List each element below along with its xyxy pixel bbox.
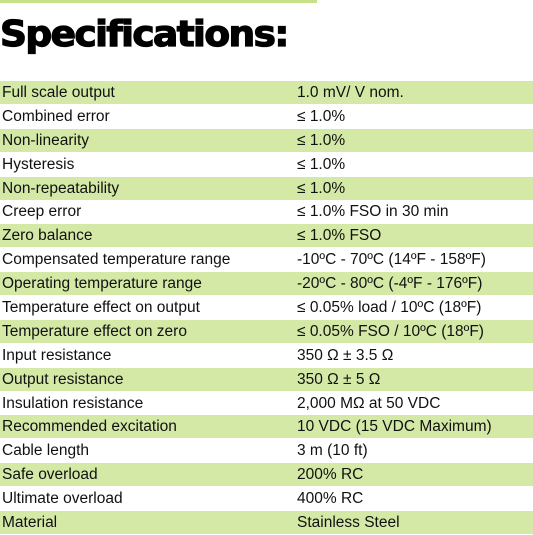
spec-value: 200% RC <box>297 466 364 484</box>
spec-value: 350 Ω ± 3.5 Ω <box>297 346 394 364</box>
spec-name: Hysteresis <box>2 155 75 173</box>
spec-value: -10ºC - 70ºC (14ºF - 158ºF) <box>297 251 486 269</box>
spec-value: ≤ 1.0% <box>297 131 346 149</box>
spec-value: 10 VDC (15 VDC Maximum) <box>297 418 492 436</box>
spec-name: Non-linearity <box>2 131 90 149</box>
spec-name: Compensated temperature range <box>2 251 231 269</box>
spec-value: ≤ 1.0% <box>297 155 346 173</box>
page-title: Specifications: <box>0 13 290 55</box>
spec-value: ≤ 1.0% <box>297 107 346 125</box>
spec-value: -20ºC - 80ºC (-4ºF - 176ºF) <box>297 275 483 293</box>
spec-value: ≤ 1.0% FSO <box>297 227 382 245</box>
spec-row: Full scale output 1.0 mV/ V nom. <box>0 81 533 104</box>
spec-name: Operating temperature range <box>2 275 202 293</box>
spec-value: ≤ 0.05% load / 10ºC (18ºF) <box>297 299 482 317</box>
spec-name: Recommended excitation <box>2 418 177 436</box>
spec-row: Insulation resistance 2,000 MΩ at 50 VDC <box>0 391 533 415</box>
spec-name: Creep error <box>2 203 82 221</box>
spec-row: Temperature effect on output ≤ 0.05% load… <box>0 296 533 320</box>
spec-value: 400% RC <box>297 490 364 508</box>
spec-row: Output resistance 350 Ω ± 5 Ω <box>0 367 533 391</box>
spec-value: 1.0 mV/ V nom. <box>297 84 404 101</box>
spec-value: ≤ 1.0% <box>297 179 346 197</box>
spec-name: Ultimate overload <box>2 490 123 508</box>
spec-row: Hysteresis ≤ 1.0% <box>0 152 533 176</box>
spec-row: Cable length 3 m (10 ft) <box>0 439 533 463</box>
spec-row: Compensated temperature range -10ºC - 70º… <box>0 248 533 272</box>
spec-name: Safe overload <box>2 466 98 484</box>
spec-row: Material Stainless Steel <box>0 511 533 535</box>
title-divider <box>0 0 317 3</box>
spec-row: Ultimate overload 400% RC <box>0 487 533 511</box>
spec-name: Material <box>2 514 58 532</box>
spec-value: Stainless Steel <box>297 514 400 532</box>
spec-value: 2,000 MΩ at 50 VDC <box>297 394 441 412</box>
spec-row: Creep error ≤ 1.0% FSO in 30 min <box>0 200 533 224</box>
spec-row: Zero balance ≤ 1.0% FSO <box>0 224 533 248</box>
spec-name: Input resistance <box>2 346 112 364</box>
spec-name: Full scale output <box>2 84 115 101</box>
spec-name: Zero balance <box>2 227 93 245</box>
spec-value: 350 Ω ± 5 Ω <box>297 370 381 388</box>
spec-row: Temperature effect on zero ≤ 0.05% FSO / … <box>0 319 533 343</box>
spec-value: ≤ 0.05% FSO / 10ºC (18ºF) <box>297 322 484 340</box>
spec-name: Temperature effect on output <box>2 299 200 317</box>
spec-row: Recommended excitation 10 VDC (15 VDC Max… <box>0 415 533 439</box>
specifications-table: Full scale output 1.0 mV/ V nom. Combined … <box>0 81 533 535</box>
spec-row: Operating temperature range -20ºC - 80ºC … <box>0 272 533 296</box>
spec-value: ≤ 1.0% FSO in 30 min <box>297 203 449 221</box>
spec-name: Insulation resistance <box>2 394 144 412</box>
spec-row: Safe overload 200% RC <box>0 463 533 487</box>
spec-value: 3 m (10 ft) <box>297 442 368 460</box>
spec-name: Output resistance <box>2 370 124 388</box>
spec-name: Non-repeatability <box>2 179 120 197</box>
spec-row: Combined error ≤ 1.0% <box>0 104 533 128</box>
spec-row: Non-linearity ≤ 1.0% <box>0 128 533 152</box>
spec-row: Non-repeatability ≤ 1.0% <box>0 176 533 200</box>
spec-name: Temperature effect on zero <box>2 322 187 340</box>
spec-name: Cable length <box>2 442 90 460</box>
spec-row: Input resistance 350 Ω ± 3.5 Ω <box>0 343 533 367</box>
spec-name: Combined error <box>2 107 110 125</box>
